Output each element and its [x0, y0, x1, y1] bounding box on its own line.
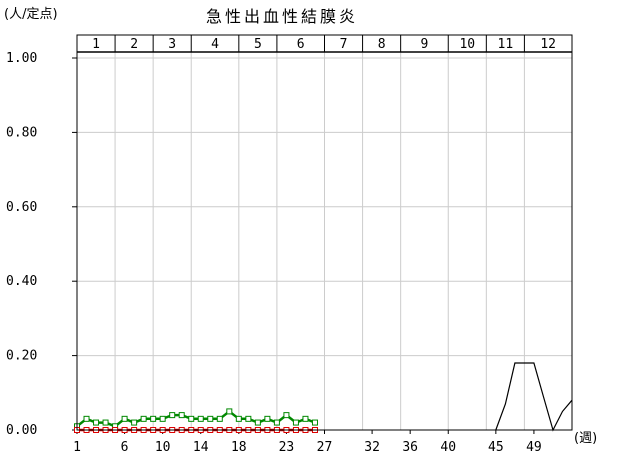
y-tick-label: 0.80 — [6, 125, 37, 140]
month-label: 8 — [378, 37, 386, 52]
data-point — [198, 416, 203, 421]
data-point — [274, 420, 279, 425]
y-tick-label: 0.20 — [6, 349, 37, 364]
x-tick-label: 40 — [440, 440, 456, 455]
month-label: 1 — [92, 37, 100, 52]
data-point — [303, 416, 308, 421]
data-point — [160, 416, 165, 421]
data-point — [227, 409, 232, 414]
data-point — [189, 416, 194, 421]
data-point — [284, 413, 289, 418]
chart-title: 急性出血性結膜炎 — [206, 7, 358, 26]
x-tick-label: 18 — [231, 440, 247, 455]
y-axis: 0.00 0.20 0.40 0.60 0.80 1.00 — [6, 51, 77, 438]
month-label: 10 — [459, 37, 475, 52]
data-point — [170, 413, 175, 418]
x-tick-label: 23 — [279, 440, 295, 455]
x-tick-label: 49 — [526, 440, 542, 455]
data-point — [246, 416, 251, 421]
month-label: 5 — [254, 37, 262, 52]
x-tick-label: 45 — [488, 440, 504, 455]
data-point — [208, 416, 213, 421]
x-tick-label: 1 — [73, 440, 81, 455]
month-label: 2 — [130, 37, 138, 52]
data-point — [236, 416, 241, 421]
month-label: 3 — [168, 37, 176, 52]
data-point — [122, 416, 127, 421]
month-label: 4 — [211, 37, 219, 52]
grid — [77, 52, 572, 430]
data-point — [179, 413, 184, 418]
data-point — [217, 416, 222, 421]
x-axis: 1 6 10 14 18 23 27 32 36 40 45 49 — [73, 430, 542, 455]
month-label: 12 — [540, 37, 556, 52]
data-point — [312, 420, 317, 425]
month-label: 6 — [297, 37, 305, 52]
data-point — [151, 416, 156, 421]
series-line — [496, 363, 572, 430]
x-tick-label: 14 — [193, 440, 209, 455]
data-point — [94, 420, 99, 425]
y-tick-label: 0.00 — [6, 423, 37, 438]
x-unit-label: (週) — [574, 431, 597, 446]
y-tick-label: 1.00 — [6, 51, 37, 66]
y-tick-label: 0.40 — [6, 274, 37, 289]
month-label: 11 — [498, 37, 514, 52]
series-layer — [75, 363, 573, 433]
y-tick-label: 0.60 — [6, 200, 37, 215]
x-tick-label: 36 — [402, 440, 418, 455]
x-tick-label: 6 — [121, 440, 129, 455]
data-point — [265, 416, 270, 421]
data-point — [141, 416, 146, 421]
data-point — [103, 420, 108, 425]
data-point — [255, 420, 260, 425]
x-tick-label: 32 — [364, 440, 380, 455]
month-label: 7 — [340, 37, 348, 52]
x-tick-label: 27 — [317, 440, 333, 455]
x-tick-label: 10 — [155, 440, 171, 455]
data-point — [132, 420, 137, 425]
data-point — [84, 416, 89, 421]
month-band: 1 2 3 4 5 6 7 8 9 10 11 12 — [77, 35, 572, 52]
data-point — [293, 420, 298, 425]
month-label: 9 — [421, 37, 429, 52]
y-unit-label: (人/定点) — [4, 7, 58, 22]
